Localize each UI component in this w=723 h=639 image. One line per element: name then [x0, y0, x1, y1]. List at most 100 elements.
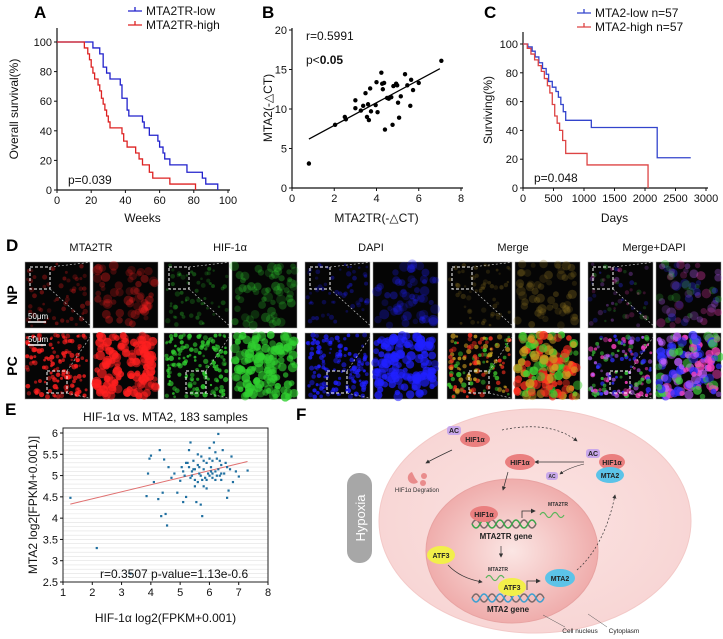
panel-label-a: A [34, 3, 46, 22]
cell-spot [102, 298, 113, 309]
cell-spot [143, 301, 153, 311]
cell-spot [220, 394, 224, 398]
cell-spot [449, 358, 455, 364]
cell-spot [539, 259, 548, 269]
cell-spot [37, 306, 42, 311]
zoom-connector [629, 392, 657, 400]
data-point [368, 109, 374, 114]
cell-spot [25, 336, 29, 340]
cell-spot [103, 300, 111, 308]
cell-spot [310, 301, 314, 305]
cell-spot [587, 296, 593, 302]
cell-spot [273, 285, 282, 295]
data-point [382, 127, 388, 132]
cell-spot [563, 307, 571, 315]
cell-spot [348, 376, 352, 380]
micrograph-pc-hif-1--zoom [230, 331, 299, 402]
cell-spot [455, 282, 461, 289]
zoom-region-box [185, 370, 207, 394]
data-point [205, 478, 208, 482]
cell-spot [557, 356, 566, 365]
cell-spot [222, 334, 226, 338]
cell-spot [595, 341, 600, 346]
cell-spot [684, 263, 691, 270]
cell-spot [346, 284, 351, 289]
cell-spot [633, 359, 639, 365]
cell-spot [42, 274, 48, 280]
cell-spot [535, 372, 546, 382]
cell-spot [358, 297, 364, 303]
cell-spot [203, 296, 207, 301]
cell-spot [504, 342, 508, 346]
cell-spot [93, 383, 102, 391]
cell-spot [28, 304, 33, 309]
cell-spot [617, 269, 620, 272]
image-background [304, 261, 371, 329]
cell-spot [363, 352, 367, 357]
y-tick-label: 3 [52, 556, 58, 568]
cell-spot [621, 390, 625, 394]
x-tick-label: 2 [331, 193, 337, 205]
data-point [200, 455, 203, 458]
cell-spot [65, 294, 69, 298]
cell-spot [617, 298, 623, 304]
cell-spot [28, 309, 33, 314]
y-tick-label: 3.5 [43, 534, 58, 546]
cell-spot [647, 359, 653, 364]
x-tick-label: 6 [206, 587, 212, 599]
data-point [363, 91, 368, 96]
cell-spot [561, 304, 569, 312]
cell-spot [636, 323, 641, 328]
x-tick-label: 3000 [694, 193, 718, 205]
cell-spot [196, 311, 202, 317]
cell-spot [711, 347, 721, 357]
cell-spot [620, 298, 624, 302]
cell-spot [412, 294, 420, 302]
cell-spot [482, 343, 489, 349]
cell-spot [696, 271, 706, 281]
cell-spot [449, 348, 454, 353]
cell-spot [174, 344, 177, 348]
cell-spot [500, 365, 505, 369]
cell-spot [661, 305, 671, 314]
r-annotation: r=0.5991 [306, 29, 354, 43]
zoom-connector [488, 392, 516, 400]
hif1a-node-nucleus [470, 506, 498, 522]
cell-spot [204, 271, 209, 276]
cell-spot [47, 389, 53, 394]
cell-spot [196, 280, 201, 285]
cell-spot [460, 293, 466, 300]
cell-spot [527, 281, 533, 288]
cell-spot [677, 369, 684, 376]
mta2-label: MTA2 [551, 576, 570, 583]
cell-spot [352, 380, 357, 384]
cell-spot [182, 356, 186, 360]
cell-spot [190, 378, 194, 382]
cell-spot [412, 373, 422, 384]
cell-spot [311, 374, 316, 379]
cell-spot [310, 346, 314, 351]
cell-spot [561, 370, 571, 380]
cell-spot [177, 352, 182, 356]
cell-spot [264, 268, 274, 278]
cell-spot [557, 380, 563, 386]
cell-spot [54, 321, 59, 326]
cell-spot [364, 372, 369, 377]
legend-marker [128, 21, 142, 26]
cell-spot [79, 264, 84, 269]
cell-spot [513, 387, 522, 396]
legend-marker [577, 9, 591, 14]
cell-spot [50, 364, 53, 368]
cell-spot [472, 282, 477, 287]
cell-spot [643, 343, 647, 347]
cell-spot [193, 359, 197, 362]
cell-spot [665, 317, 671, 324]
cell-spot [392, 276, 401, 285]
cell-spot [462, 356, 467, 361]
cell-spot [371, 358, 380, 367]
cell-spot [513, 363, 523, 374]
y-axis-label: MTA2 log2[FPKM+0.001)] [26, 436, 40, 574]
cell-spot [392, 305, 403, 316]
cell-spot [286, 355, 294, 362]
cell-spot [482, 279, 489, 285]
